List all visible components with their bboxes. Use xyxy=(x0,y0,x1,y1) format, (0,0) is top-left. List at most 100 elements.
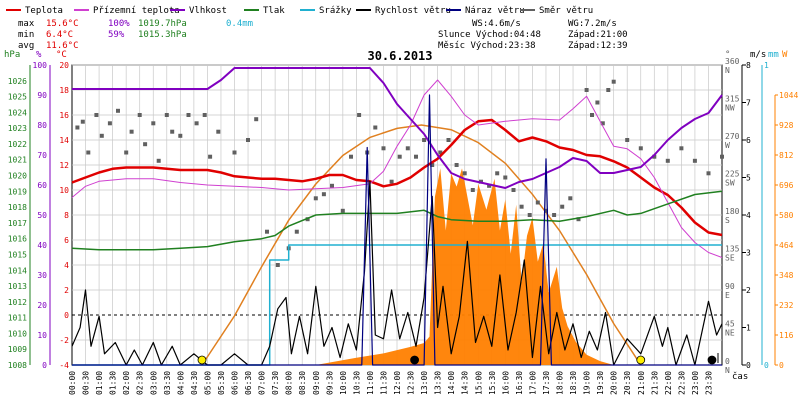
info-block: WS:4.6m/s WG:7.2m/s Slunce Východ:04:48 … xyxy=(438,19,628,51)
press-tick-label: 1021 xyxy=(8,156,27,165)
compass-label: NE xyxy=(725,329,735,338)
wind-direction-point xyxy=(340,208,345,213)
wind-direction-point xyxy=(535,200,540,205)
wind-direction-point xyxy=(397,154,402,159)
x-tick-label: 02:00 xyxy=(122,371,131,395)
hum-tick-label: 60 xyxy=(37,181,47,190)
wind-direction-point xyxy=(94,113,99,117)
press-tick-label: 1019 xyxy=(8,187,27,196)
stats-block: max 15.6°C 100% 1019.7hPa 0.4mm min 6.4°… xyxy=(18,19,253,51)
press-tick-label: 1026 xyxy=(8,77,27,86)
info-ws: WS:4.6m/s xyxy=(472,19,521,29)
x-tick-label: 01:30 xyxy=(109,371,118,395)
wind-direction-point xyxy=(164,113,169,117)
hum-tick-label: 90 xyxy=(37,91,47,100)
wind-direction-point xyxy=(446,138,451,142)
wind-direction-point xyxy=(305,217,310,222)
x-tick-label: 12:30 xyxy=(407,371,416,395)
x-tick-label: 14:00 xyxy=(447,371,456,395)
sunrise-marker xyxy=(197,355,207,365)
stat-min-temp: 6.4°C xyxy=(46,30,73,40)
wind-direction-point xyxy=(720,154,724,159)
wind-direction-point xyxy=(232,150,237,155)
temp-tick-label: 6 xyxy=(64,236,69,245)
unit-hum: % xyxy=(36,50,42,60)
info-sun: Slunce Východ:04:48 xyxy=(438,30,541,40)
wind-direction-point xyxy=(511,188,516,192)
x-tick-label: 05:30 xyxy=(217,371,226,395)
press-tick-label: 1025 xyxy=(8,93,27,102)
x-tick-label: 04:00 xyxy=(176,371,185,395)
wind-tick-label: 0 xyxy=(746,361,751,370)
compass-label: SE xyxy=(725,254,735,263)
stat-avg-label: avg xyxy=(18,41,34,51)
legend-label: Přízemní teplota xyxy=(93,6,180,16)
press-tick-label: 1011 xyxy=(8,314,27,323)
compass-label: N xyxy=(725,366,730,375)
temp-tick-label: 4 xyxy=(64,261,69,270)
hum-tick-label: 20 xyxy=(37,301,47,310)
x-tick-label: 22:30 xyxy=(677,371,686,395)
wind-direction-point xyxy=(503,175,508,180)
wind-direction-point xyxy=(381,146,386,151)
solar-tick-label: 580 xyxy=(779,211,794,220)
dir-tick-label: 45 xyxy=(725,320,735,329)
stat-min-hum: 59% xyxy=(108,30,125,40)
wind-direction-point xyxy=(357,113,362,117)
moonset-marker xyxy=(410,355,420,365)
wind-direction-point xyxy=(80,119,85,124)
info-wg: WG:7.2m/s xyxy=(568,19,617,29)
wind-tick-label: 6 xyxy=(746,136,751,145)
wind-direction-point xyxy=(679,146,684,151)
wind-direction-point xyxy=(330,183,334,188)
solar-tick-label: 928 xyxy=(779,121,794,130)
x-tick-label: 23:00 xyxy=(691,371,700,395)
wind-direction-point xyxy=(438,150,443,155)
press-tick-label: 1017 xyxy=(8,219,27,228)
wind-direction-point xyxy=(652,154,657,159)
wind-direction-point xyxy=(470,188,475,192)
press-tick-label: 1022 xyxy=(8,140,27,149)
press-tick-label: 1010 xyxy=(8,329,27,338)
wind-direction-point xyxy=(625,138,630,142)
temp-tick-label: 10 xyxy=(59,186,69,195)
series-rychlost-v-tru xyxy=(71,180,723,366)
wind-direction-point xyxy=(611,79,616,84)
stat-avg-temp: 11.6°C xyxy=(46,41,79,51)
stat-min-label: min xyxy=(18,30,34,40)
wind-direction-point xyxy=(595,100,600,105)
wind-direction-point xyxy=(665,158,670,163)
x-tick-label: 06:30 xyxy=(244,371,253,395)
x-tick-label: 08:00 xyxy=(285,371,294,395)
dir-tick-label: 315 xyxy=(725,95,740,104)
stat-max-rain: 0.4mm xyxy=(226,19,253,29)
x-tick-label: 23:30 xyxy=(704,371,713,395)
temp-tick-label: 20 xyxy=(59,61,69,70)
x-tick-label: 08:30 xyxy=(298,371,307,395)
wind-direction-point xyxy=(606,88,611,92)
hum-tick-label: 30 xyxy=(37,271,47,280)
wind-direction-point xyxy=(124,150,129,155)
temp-tick-label: 0 xyxy=(64,311,69,320)
x-tick-label: 21:30 xyxy=(650,371,659,395)
wind-direction-point xyxy=(107,121,112,126)
legend-label: Vlhkost xyxy=(189,6,227,16)
wind-direction-point xyxy=(349,154,353,159)
x-tick-label: 22:00 xyxy=(664,371,673,395)
press-tick-label: 1018 xyxy=(8,203,27,212)
wind-direction-point xyxy=(519,204,524,209)
wind-direction-point xyxy=(552,213,557,217)
press-tick-label: 1020 xyxy=(8,172,27,181)
x-tick-label: 18:30 xyxy=(569,371,578,395)
wind-tick-label: 4 xyxy=(746,211,751,220)
wind-direction-point xyxy=(544,208,548,213)
compass-label: SW xyxy=(725,179,735,188)
wind-direction-point xyxy=(560,204,565,209)
info-moon-set: Západ:12:39 xyxy=(568,41,628,51)
y-axes: 1008100910101011101210131014101510161017… xyxy=(8,57,799,375)
wind-direction-point xyxy=(590,113,594,117)
legend-label: Teplota xyxy=(25,6,63,16)
hum-tick-label: 70 xyxy=(37,151,47,160)
dir-tick-label: 135 xyxy=(725,245,740,254)
